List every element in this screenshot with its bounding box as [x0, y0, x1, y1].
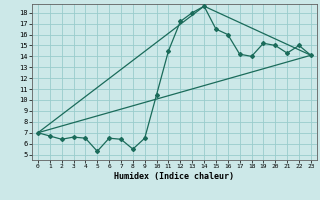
- X-axis label: Humidex (Indice chaleur): Humidex (Indice chaleur): [115, 172, 234, 181]
